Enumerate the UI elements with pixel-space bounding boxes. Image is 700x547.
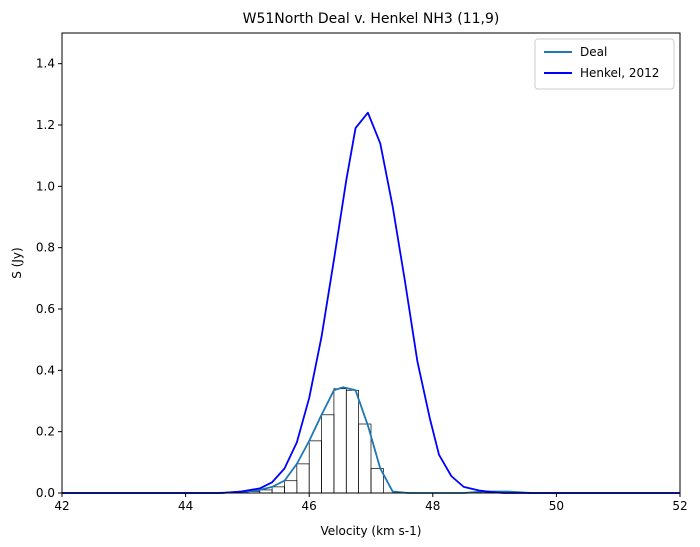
y-tick-label: 1.2 [36,118,55,132]
legend: Deal Henkel, 2012 [534,38,675,90]
y-axis-label: S (Jy) [10,247,24,278]
x-tick-label: 52 [672,499,687,513]
plot-area [62,33,680,493]
y-tick-label: 1.4 [36,57,55,71]
y-tick-label: 0.4 [36,363,55,377]
x-axis-label: Velocity (km s-1) [321,524,422,538]
x-tick-label: 44 [178,499,193,513]
x-tick-label: 50 [549,499,564,513]
y-tick-label: 0.2 [36,425,55,439]
y-axis: 0.0 0.2 0.4 0.6 0.8 1.0 1.2 1.4 [36,57,62,500]
y-tick-label: 0.6 [36,302,55,316]
legend-label-deal: Deal [580,45,607,59]
x-tick-label: 48 [425,499,440,513]
chart-title: W51North Deal v. Henkel NH3 (11,9) [243,11,500,27]
plot-frame [61,32,681,494]
x-tick-label: 46 [302,499,317,513]
y-tick-label: 1.0 [36,179,55,193]
x-axis: 42 44 46 48 50 52 [54,493,688,513]
x-tick-label: 42 [54,499,69,513]
y-tick-label: 0.8 [36,241,55,255]
legend-label-henkel: Henkel, 2012 [580,66,659,80]
y-tick-label: 0.0 [36,486,55,500]
